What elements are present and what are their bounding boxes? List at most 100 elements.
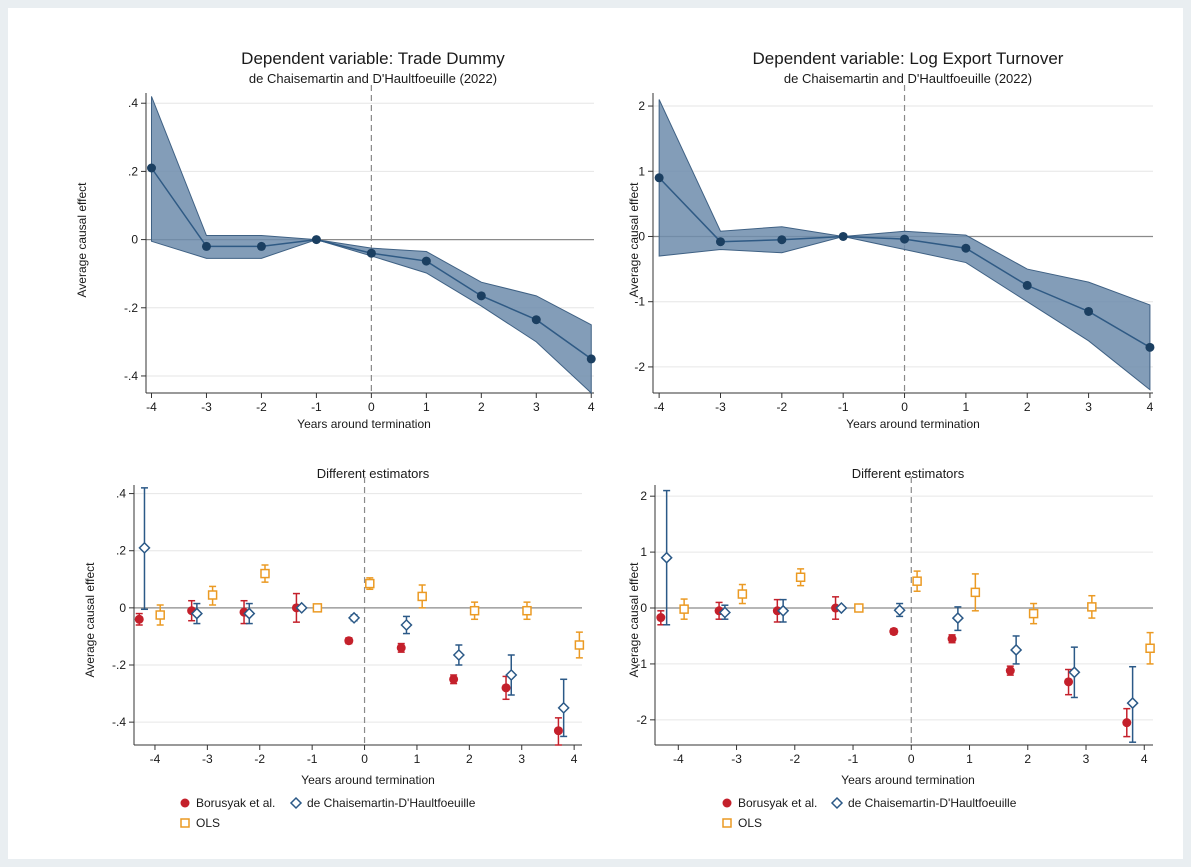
chart4-borusyak-point: [1064, 677, 1074, 687]
chart4-xtick-label: -3: [731, 752, 742, 766]
chart1-ylabel: Average causal effect: [75, 182, 89, 298]
legend-right-ols-marker: [722, 818, 732, 828]
chart2-xtick-label: 1: [963, 400, 970, 414]
chart2-ytick-label: -1: [634, 295, 645, 309]
chart2-subtitle: de Chaisemartin and D'Haultfoeuille (202…: [784, 71, 1032, 86]
chart3-xtick-label: -2: [254, 752, 265, 766]
chart1-ytick-label: 0: [131, 233, 138, 247]
chart3-title: Different estimators: [317, 466, 430, 481]
legend-left: Borusyak et al. de Chaisemartin-D'Haultf…: [180, 796, 476, 830]
legend-right-borusyak-marker: [722, 798, 732, 808]
chart3-borusyak-point: [344, 636, 354, 646]
chart3-borusyak-point: [396, 643, 406, 653]
chart4-xtick-label: 2: [1024, 752, 1031, 766]
chart2-xtick-label: -1: [838, 400, 849, 414]
chart3-ytick-label: -.4: [112, 715, 126, 729]
figure-frame: Dependent variable: Trade Dummy de Chais…: [8, 8, 1183, 859]
chart1-xtick-label: -1: [311, 400, 322, 414]
chart1-xtick-label: -4: [146, 400, 157, 414]
chart1-ytick-label: -.4: [124, 369, 138, 383]
chart4-dch-point: [951, 612, 964, 625]
legend-right-dch-marker: [830, 796, 844, 810]
chart3-xtick-label: 4: [571, 752, 578, 766]
chart4-xlabel: Years around termination: [841, 773, 975, 787]
chart1-point: [256, 241, 266, 251]
chart4-ols-point: [970, 587, 981, 598]
chart4-plot: 2 1 0 -1 -2 -4 -3 -2 -1 0 1 2 3 4: [636, 477, 1155, 766]
chart4-xtick-label: -1: [848, 752, 859, 766]
chart3-ytick-label: .2: [116, 544, 126, 558]
chart3-xlabel: Years around termination: [301, 773, 435, 787]
chart4-dch-point: [893, 604, 906, 617]
chart2-title: Dependent variable: Log Export Turnover: [753, 49, 1064, 68]
chart2-point: [777, 235, 787, 245]
chart2-xtick-label: -3: [715, 400, 726, 414]
chart1-point: [146, 163, 156, 173]
chart2-point: [1145, 342, 1155, 352]
chart3-ols-point: [365, 578, 375, 589]
chart2-point: [961, 243, 971, 253]
chart2-ytick-label: 1: [638, 164, 645, 178]
chart3-ytick-label: 0: [119, 601, 126, 615]
chart1-point: [421, 256, 431, 266]
chart3-ytick-label: .4: [116, 487, 126, 501]
legend-right-dch-label: de Chaisemartin-D'Haultfoeuille: [848, 796, 1017, 810]
chart1-point: [311, 235, 321, 245]
chart3-ytick-label: -.2: [112, 658, 126, 672]
chart3-ols-point: [522, 605, 532, 616]
chart4-borusyak-point: [1122, 718, 1132, 728]
chart4-ytick-label: -1: [636, 657, 647, 671]
chart4-ols-point: [854, 603, 864, 613]
chart4-dch-point: [1010, 643, 1023, 657]
chart3-xtick-label: -1: [307, 752, 318, 766]
chart3-xtick-label: -3: [202, 752, 213, 766]
chart2-xtick-label: -4: [654, 400, 665, 414]
chart3-dch-point: [295, 601, 308, 614]
legend-left-ols-label: OLS: [196, 816, 220, 830]
chart3-ols-point: [155, 610, 165, 620]
chart1-xtick-label: 4: [588, 400, 595, 414]
chart1-xtick-label: -2: [256, 400, 267, 414]
chart2-xtick-label: 4: [1147, 400, 1154, 414]
chart3-borusyak-point: [553, 726, 563, 736]
chart3-ols-point: [574, 640, 585, 650]
chart2-point: [654, 173, 664, 183]
chart2-xlabel: Years around termination: [846, 417, 980, 431]
chart1-xlabel: Years around termination: [297, 417, 431, 431]
chart3-dch-point: [452, 648, 465, 662]
chart4-title: Different estimators: [852, 466, 965, 481]
legend-right: Borusyak et al. de Chaisemartin-D'Haultf…: [722, 796, 1017, 830]
chart4-ols-point: [912, 576, 922, 586]
chart1-point: [366, 248, 376, 258]
chart4-xtick-label: -2: [789, 752, 800, 766]
chart3-dch-point: [138, 541, 151, 554]
chart1-point: [201, 241, 211, 251]
chart4-borusyak-point: [1005, 666, 1015, 676]
chart1-plot: .4 .2 0 -.2 -.4 -4 -3 -2 -1 0 1 2 3 4: [124, 85, 596, 414]
chart3-plot: .4 .2 0 -.2 -.4 -4 -3 -2 -1 0 1 2 3 4: [112, 477, 585, 766]
legend-left-ols-marker: [180, 818, 190, 828]
chart1-point: [476, 291, 486, 301]
chart4-dch-point: [1126, 697, 1139, 710]
chart4-borusyak-point: [889, 626, 899, 636]
legend-right-borusyak-label: Borusyak et al.: [738, 796, 817, 810]
chart2-point: [1084, 306, 1094, 316]
chart4-ols-point: [795, 572, 806, 583]
chart4-dch-point: [718, 606, 731, 619]
chart2-xtick-label: 3: [1085, 400, 1092, 414]
chart3-ols-point: [260, 568, 270, 579]
chart3-dch-point: [243, 607, 256, 620]
chart2-ytick-label: 0: [638, 229, 645, 243]
chart3-xtick-label: 1: [414, 752, 421, 766]
chart4-dch-point: [1068, 666, 1081, 679]
chart3-ylabel: Average causal effect: [83, 562, 97, 678]
chart3-ols-point: [207, 590, 218, 600]
figure-canvas: Dependent variable: Trade Dummy de Chais…: [75, 49, 1155, 830]
chart4-ytick-label: 0: [640, 601, 647, 615]
chart3-ols-point: [312, 603, 323, 613]
chart2-point: [900, 234, 910, 244]
chart3-xtick-label: 2: [466, 752, 473, 766]
chart1-ytick-label: -.2: [124, 301, 138, 315]
chart1-point: [531, 315, 541, 325]
chart1-xtick-label: 0: [368, 400, 375, 414]
